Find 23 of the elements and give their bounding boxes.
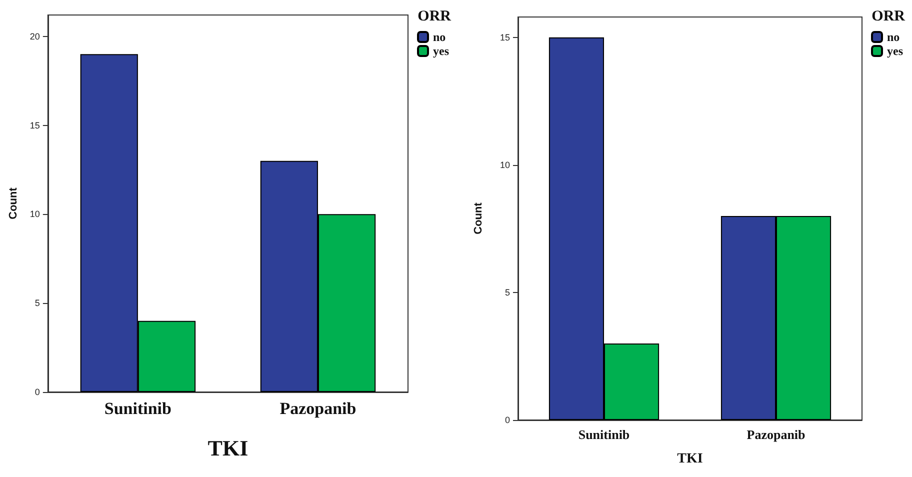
y-tick-label: 5: [34, 298, 40, 308]
x-axis-title: TKI: [208, 436, 248, 460]
x-tick-label: Sunitinib: [104, 399, 172, 418]
x-tick-label: Sunitinib: [578, 427, 630, 442]
legend-title: ORR: [872, 8, 906, 24]
y-axis-title: Count: [472, 202, 484, 234]
y-tick-label: 0: [504, 415, 510, 425]
legend-title: ORR: [418, 8, 452, 24]
x-axis-title: TKI: [677, 452, 703, 466]
x-tick-label: Pazopanib: [746, 427, 806, 442]
y-tick-label: 15: [500, 32, 510, 42]
y-tick-label: 15: [30, 120, 40, 130]
y-tick-label: 5: [504, 287, 510, 298]
y-tick-label: 10: [30, 209, 40, 220]
x-tick-label: Pazopanib: [280, 399, 356, 418]
legend-label: yes: [433, 44, 450, 58]
y-tick-label: 0: [34, 387, 40, 397]
y-axis-title: Count: [8, 187, 20, 220]
y-tick-label: 10: [500, 160, 510, 170]
legend-label: no: [433, 30, 446, 44]
y-tick-label: 20: [30, 31, 40, 42]
legend-label: yes: [887, 44, 904, 58]
legend-label: no: [887, 30, 900, 44]
